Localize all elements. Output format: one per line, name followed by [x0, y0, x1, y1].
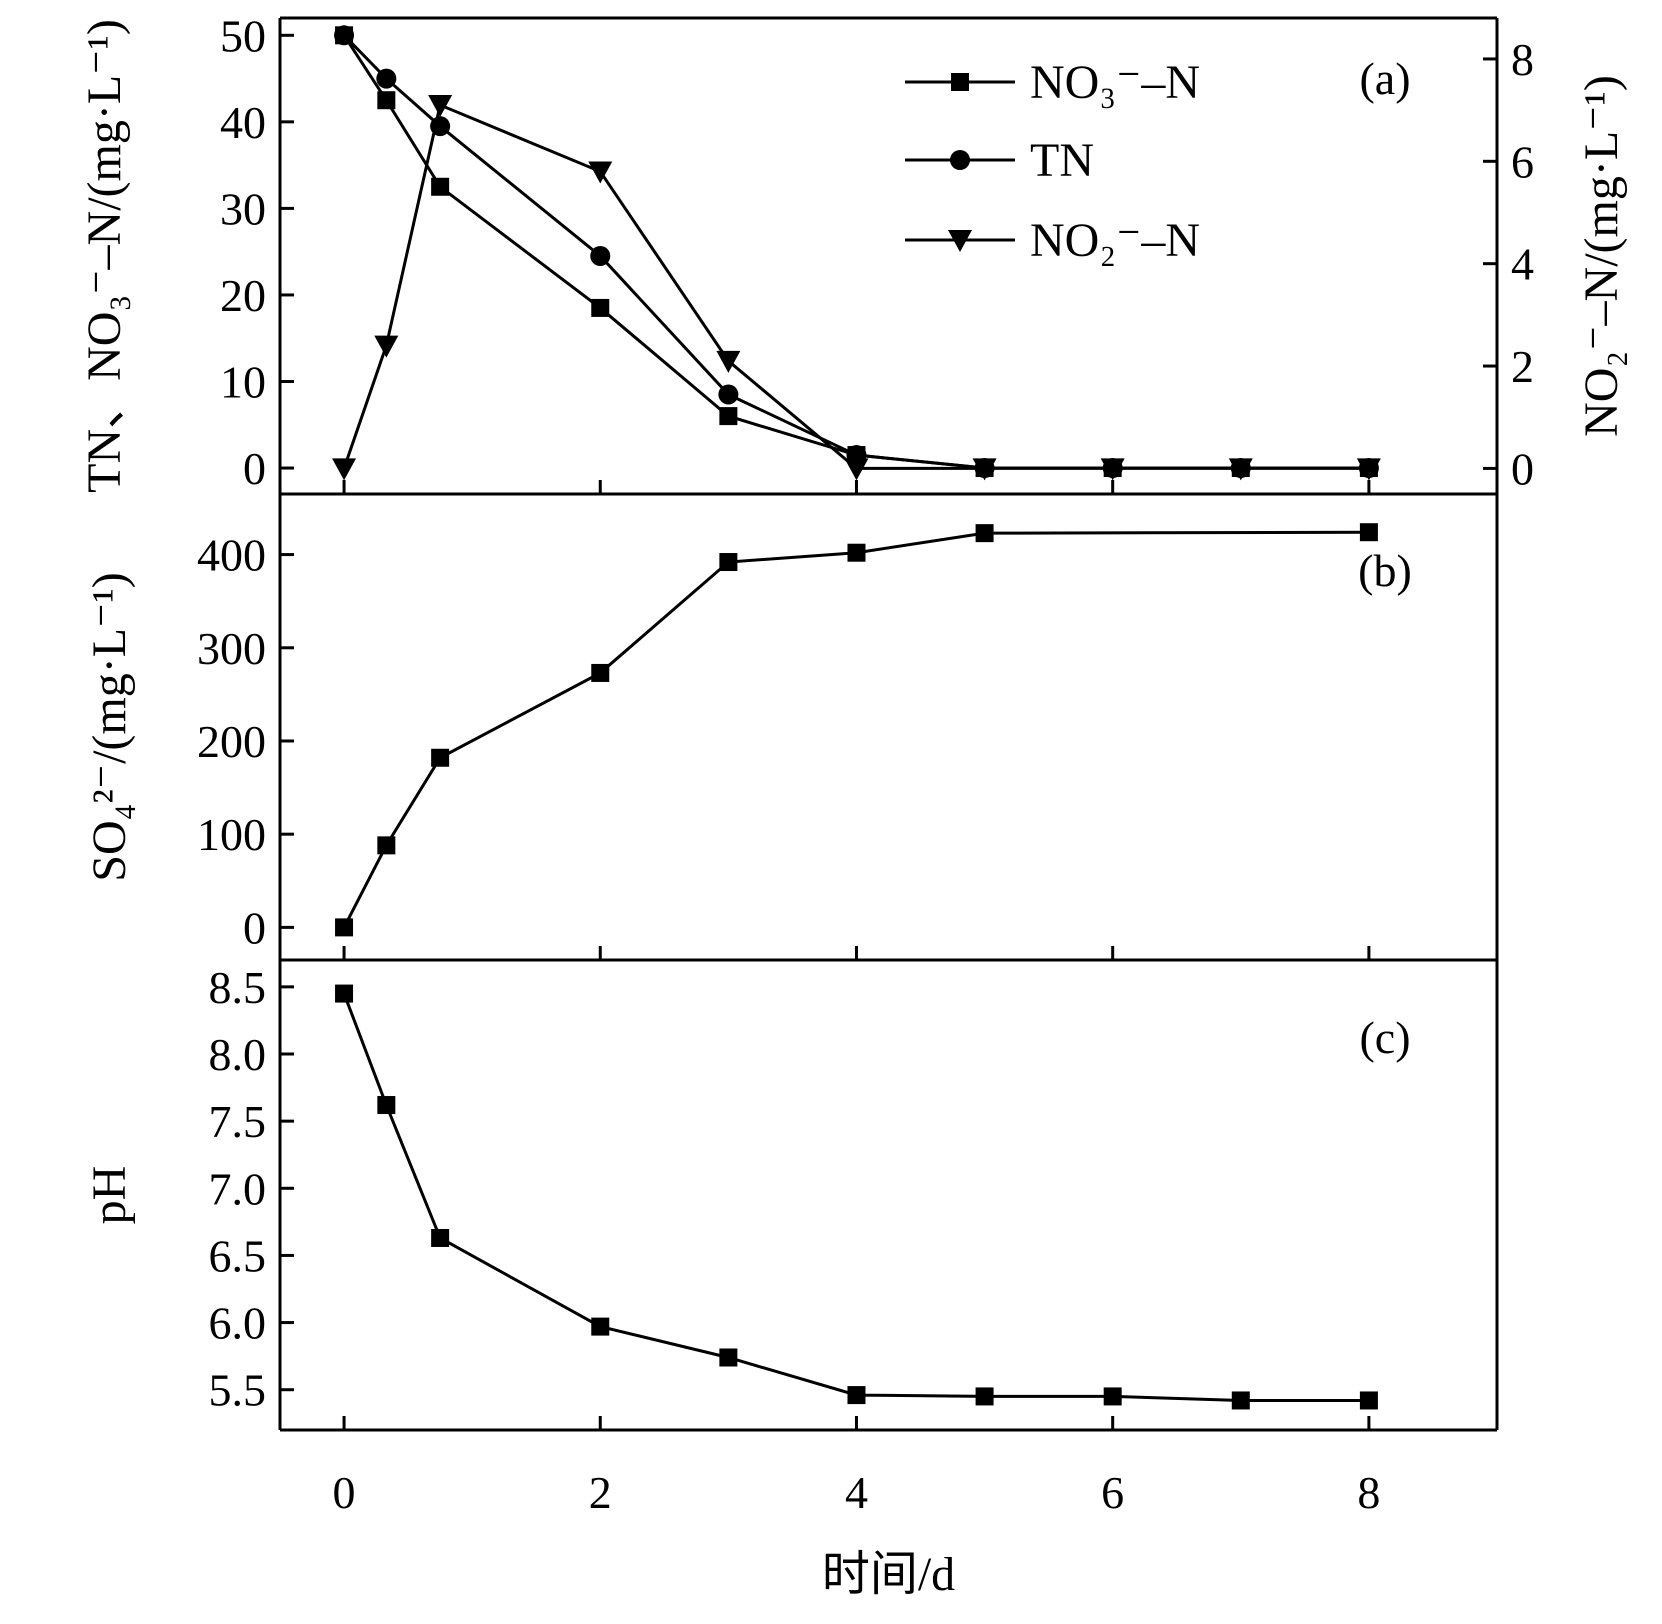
panel-1-ytick-label-2: 200: [197, 716, 266, 767]
series-0-2-point-7: [1100, 458, 1125, 481]
panel-2-label: (c): [1359, 1012, 1410, 1063]
series-2-0-point-7: [1103, 1387, 1122, 1406]
xtick-label-0: 0: [333, 1467, 356, 1518]
panel-0-ytick-right-label-1: 2: [1511, 341, 1534, 392]
panel-0-ytick-right-label-3: 6: [1511, 136, 1534, 187]
series-0-0-line: [342, 34, 1369, 470]
xtick-label-2: 4: [845, 1467, 868, 1518]
series-0-2-point-8: [1228, 458, 1253, 481]
series-1-0-line: [342, 530, 1369, 929]
legend-label-0: NO₃⁻–N: [1030, 56, 1200, 109]
y-axis-titles: TN、NO₃⁻–N/(mg·L⁻¹) NO₂⁻–N/(mg·L⁻¹) SO₄²⁻/(…: [78, 19, 1628, 1224]
panel-1-ytick-label-4: 400: [197, 530, 266, 581]
series-0-2-line: [342, 102, 1369, 470]
panel-1-ytick-label-1: 100: [197, 809, 266, 860]
xtick-label-4: 8: [1357, 1467, 1380, 1518]
series-0-0-point-4: [719, 407, 738, 426]
panel-0-ytick-label-4: 40: [220, 97, 266, 148]
series-2-0-point-3: [591, 1317, 610, 1336]
series-0-1-point-3: [590, 246, 611, 266]
series-2-0-point-0: [335, 984, 354, 1003]
legend-marker-0: [951, 73, 969, 91]
panel-2-ytick-label-6: 8.5: [209, 962, 267, 1013]
series-1-0-point-7: [1359, 523, 1378, 542]
shared-x-axis: 0 2 4 6 8 时间/d: [333, 1467, 1381, 1601]
panel-0-ytick-label-1: 10: [220, 356, 266, 407]
panel-0-y-axis-title-right: NO₂⁻–N/(mg·L⁻¹): [1575, 75, 1628, 437]
series-2-0-point-5: [847, 1386, 866, 1405]
legend-marker-2: [948, 230, 972, 252]
series-2-0-point-8: [1231, 1391, 1250, 1410]
panel-1-label: (b): [1358, 545, 1412, 596]
series-1-0-point-4: [719, 553, 738, 572]
series-2-0-point-2: [431, 1228, 450, 1247]
series-0-2-point-2: [428, 95, 453, 118]
panel-c: 5.5 6.0 6.5 7.0 7.5 8.0 8.5 (c): [209, 958, 1499, 1432]
panel-2-y-axis-title: pH: [83, 1166, 136, 1225]
series-0-2-point-4: [716, 350, 741, 373]
panel-b: 0 100 200 300 400 (b): [197, 492, 1499, 962]
series-0-2-point-9: [1356, 458, 1381, 481]
series-0-0-point-1: [377, 91, 396, 110]
series-2-0-point-1: [377, 1096, 396, 1115]
series-0-2-point-1: [374, 335, 399, 358]
series-1-0-point-3: [591, 663, 610, 682]
series-0-2-point-6: [972, 458, 997, 481]
series-0-0-point-2: [431, 177, 450, 196]
panel-0-ytick-right-label-2: 4: [1511, 239, 1534, 290]
panel-2-ytick-label-2: 6.5: [209, 1230, 267, 1281]
series-0-1-point-0: [334, 25, 355, 46]
x-axis-title: 时间/d: [822, 1548, 955, 1601]
legend-marker-1: [950, 150, 970, 170]
series-2-0-point-4: [719, 1348, 738, 1367]
panel-2-ytick-label-4: 7.5: [209, 1096, 267, 1147]
series-2-0-point-6: [975, 1387, 994, 1406]
series-0-1-point-1: [376, 68, 397, 89]
panel-0-ytick-label-3: 30: [220, 183, 266, 234]
panel-0-y-axis-title: TN、NO₃⁻–N/(mg·L⁻¹): [78, 19, 131, 493]
series-0-1-line: [342, 34, 1369, 470]
legend-label-1: TN: [1030, 134, 1094, 187]
series-0-0-point-3: [591, 298, 610, 317]
panel-0-label: (a): [1359, 53, 1410, 104]
series-0-2-point-5: [844, 458, 869, 481]
series-1-0-point-2: [431, 748, 450, 767]
panel-2-ytick-label-5: 8.0: [209, 1029, 267, 1080]
xtick-label-1: 2: [589, 1467, 612, 1518]
series-0-2-point-0: [332, 458, 357, 481]
panel-1-ytick-label-0: 0: [243, 902, 266, 953]
legend-label-2: NO₂⁻–N: [1030, 214, 1200, 267]
panel-0-ytick-label-0: 0: [243, 443, 266, 494]
series-1-0-point-5: [847, 543, 866, 562]
panel-1-y-axis-title: SO₄²⁻/(mg·L⁻¹): [83, 572, 136, 882]
series-1-0-point-0: [335, 918, 354, 937]
panel-2-ytick-label-1: 6.0: [209, 1298, 267, 1349]
series-1-0-point-1: [377, 836, 396, 855]
series-0-1-point-4: [718, 384, 739, 405]
series-2-0-line: [342, 993, 1369, 1402]
legend: NO₃⁻–N TN NO₂⁻–N: [905, 56, 1200, 267]
panel-0-ytick-right-label-4: 8: [1511, 34, 1534, 85]
panel-0-ytick-label-2: 20: [220, 270, 266, 321]
series-2-0-point-9: [1359, 1391, 1378, 1410]
series-1-0-point-6: [975, 524, 994, 543]
panel-2-ytick-label-0: 5.5: [209, 1365, 267, 1416]
panel-2-ytick-label-3: 7.0: [209, 1163, 267, 1214]
panel-a: 0 10 20 30 40 50 0 2 4 6 8 (a): [220, 10, 1534, 496]
xtick-label-3: 6: [1101, 1467, 1124, 1518]
panel-0-ytick-right-label-0: 0: [1511, 443, 1534, 494]
panel-0-ytick-label-5: 50: [220, 10, 266, 61]
panel-1-ytick-label-3: 300: [197, 623, 266, 674]
series-0-2-point-3: [588, 161, 613, 184]
